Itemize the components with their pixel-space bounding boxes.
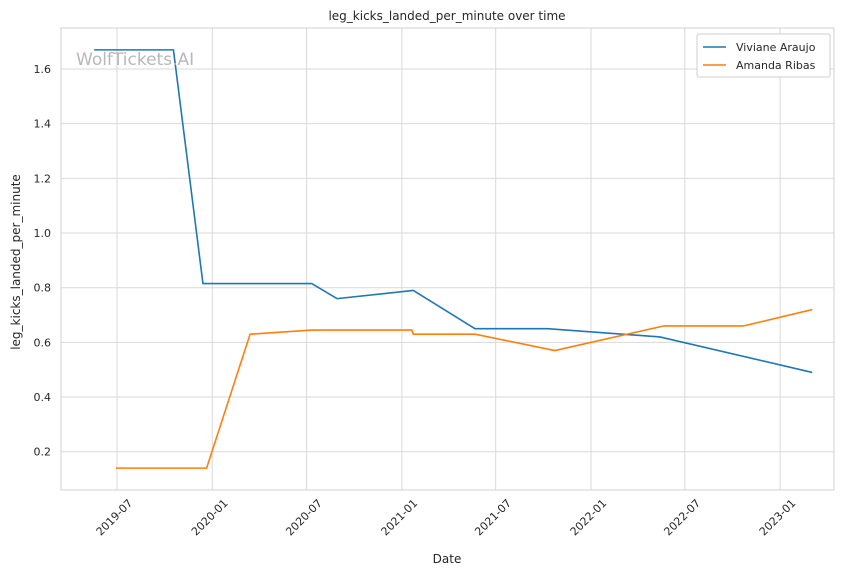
y-tick-label: 1.6	[34, 63, 52, 76]
legend-label-viviane: Viviane Araujo	[736, 41, 816, 54]
series-line-0	[94, 49, 813, 374]
x-axis-label: Date	[433, 552, 462, 566]
series-layer	[94, 49, 813, 469]
y-tick-label: 0.6	[34, 336, 52, 349]
y-tick-label: 1.4	[34, 118, 52, 131]
series-line-1	[115, 308, 813, 469]
legend-label-amanda: Amanda Ribas	[736, 59, 816, 72]
chart-title: leg_kicks_landed_per_minute over time	[328, 9, 565, 23]
y-tick-label: 0.2	[34, 446, 52, 459]
watermark: WolfTickets.AI	[76, 50, 194, 70]
y-tick-label: 1.0	[34, 227, 52, 240]
legend: Viviane Araujo Amanda Ribas	[696, 33, 831, 78]
legend-box	[696, 33, 831, 78]
grid-layer	[61, 28, 834, 490]
y-tick-label: 1.2	[34, 172, 52, 185]
y-axis-label: leg_kicks_landed_per_minute	[9, 174, 23, 350]
y-tick-label: 0.4	[34, 391, 52, 404]
y-tick-label: 0.8	[34, 282, 52, 295]
plot-frame	[60, 27, 835, 491]
